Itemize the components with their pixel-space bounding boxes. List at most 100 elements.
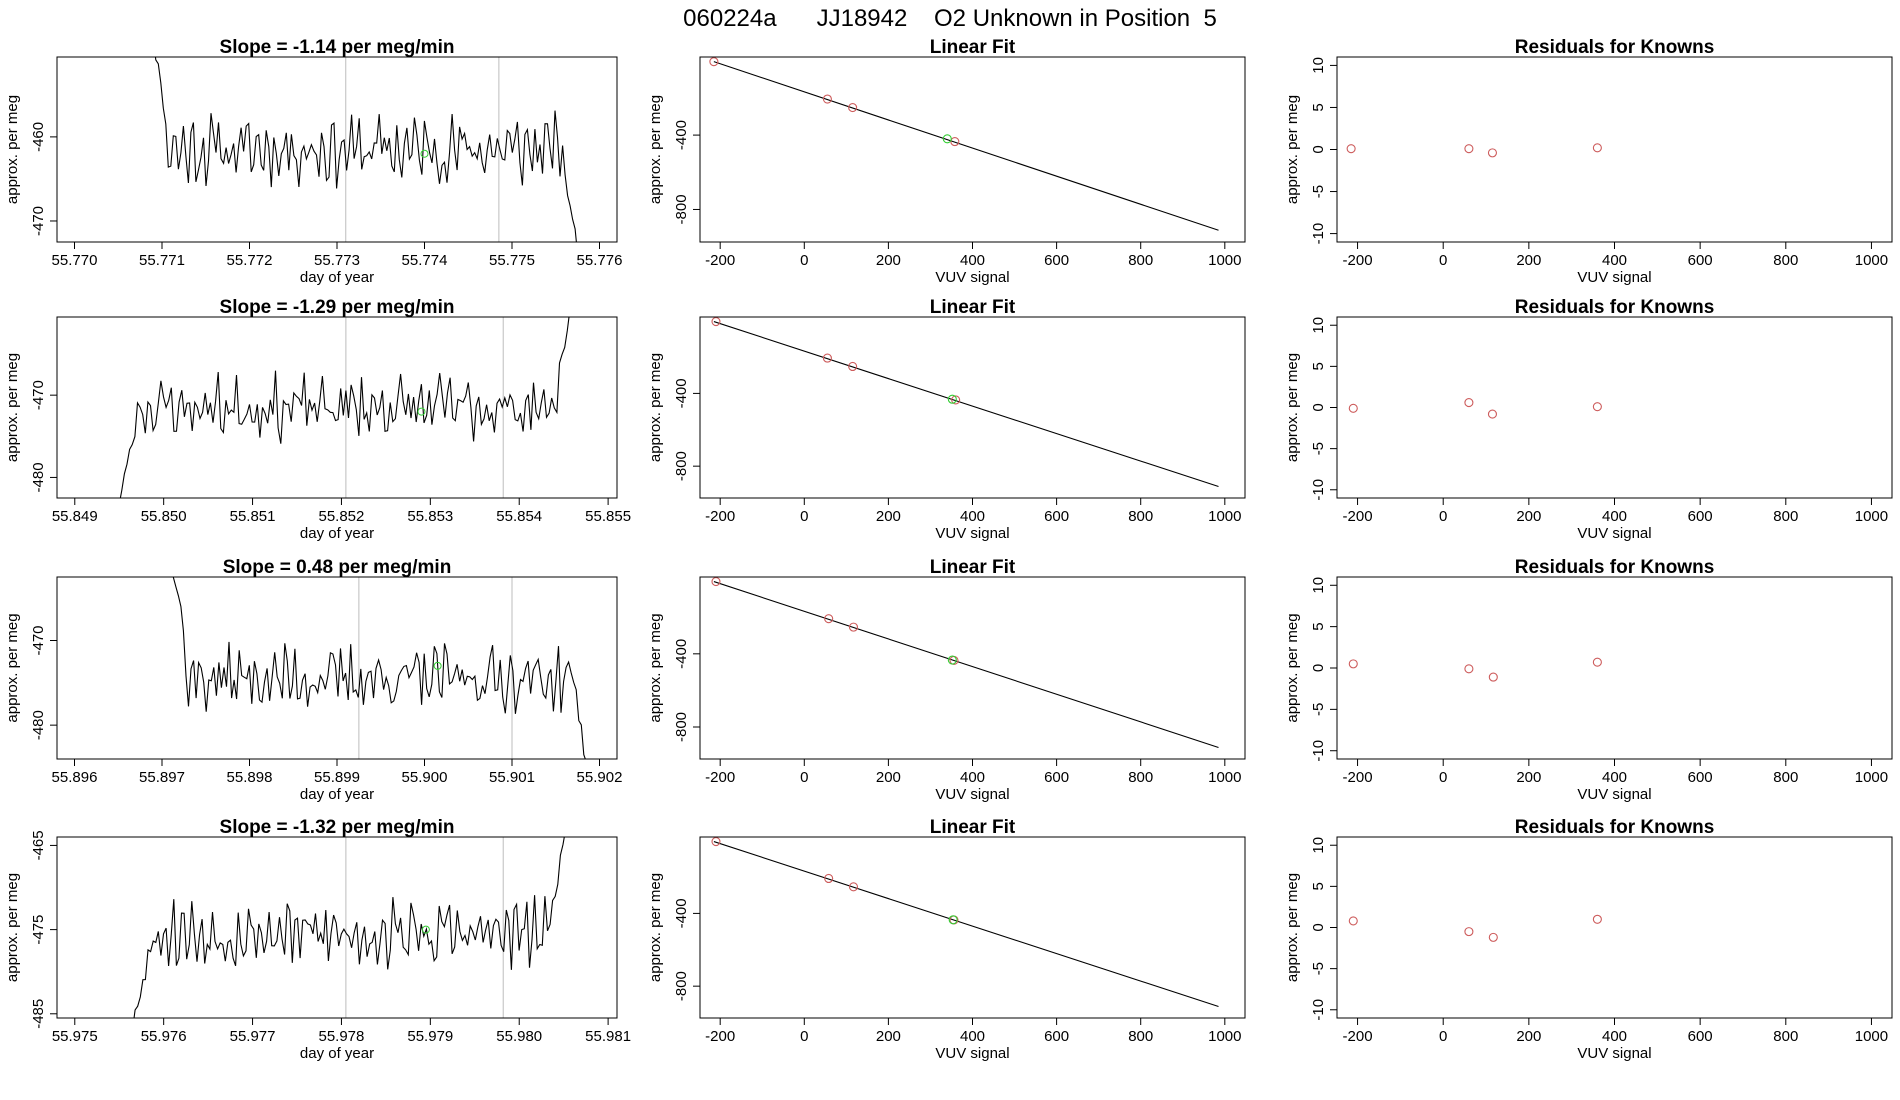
fit-line: [713, 841, 1219, 1008]
plot-frame: [699, 316, 1246, 499]
panel-title: Residuals for Knowns: [1515, 817, 1715, 838]
residual-point: [1592, 914, 1602, 924]
residuals-row-1: Residuals for Knowns VUV signal approx. pe…: [1284, 37, 1893, 286]
residual-point: [1487, 409, 1498, 419]
x-tick-label: 55.773: [314, 252, 360, 269]
x-tick-label: -200: [1343, 508, 1373, 525]
x-tick-label: 55.980: [496, 1028, 542, 1045]
residual-point: [1464, 144, 1474, 154]
panel-title: Linear Fit: [930, 37, 1016, 58]
y-tick-label: -470: [30, 625, 47, 655]
y-tick-label: -480: [30, 462, 47, 492]
y-tick-label: 10: [1310, 57, 1327, 74]
y-axis-label: approx. per meg: [1284, 95, 1301, 204]
x-tick-label: 1000: [1855, 1028, 1888, 1045]
x-axis-label: VUV signal: [1577, 525, 1651, 542]
known-point: [711, 317, 721, 327]
x-tick-label: 55.853: [407, 508, 453, 525]
y-axis-label: approx. per meg: [1284, 353, 1301, 462]
x-tick-label: 600: [1688, 252, 1713, 269]
residuals-row-2: Residuals for Knowns VUV signal approx. pe…: [1284, 297, 1893, 542]
y-axis-label: approx. per meg: [647, 95, 664, 204]
panel-title: Residuals for Knowns: [1515, 37, 1715, 58]
series-line: [154, 57, 577, 242]
known-point: [848, 361, 858, 372]
y-axis-label: approx. per meg: [1284, 613, 1301, 722]
x-tick-label: 200: [1516, 1028, 1541, 1045]
plot-area: [133, 837, 565, 1018]
y-tick-label: 5: [1310, 103, 1327, 111]
y-tick-label: -800: [673, 971, 690, 1001]
x-tick-label: 55.978: [318, 1028, 364, 1045]
x-tick-label: -200: [705, 1028, 735, 1045]
residual-point: [1346, 144, 1356, 154]
residual-point: [1487, 148, 1498, 158]
plot-frame: [699, 576, 1246, 760]
unknown-point: [947, 394, 957, 404]
x-tick-label: 400: [1602, 252, 1627, 269]
y-tick-label: 10: [1310, 317, 1327, 334]
x-tick-label: 1000: [1208, 769, 1241, 786]
x-tick-label: 0: [1439, 252, 1447, 269]
unknown-point: [417, 407, 426, 416]
y-tick-label: -460: [30, 122, 47, 152]
panel-title: Linear Fit: [930, 557, 1016, 578]
x-axis-label: VUV signal: [935, 786, 1009, 803]
panel-title: Linear Fit: [930, 297, 1016, 318]
x-axis-label: VUV signal: [1577, 269, 1651, 286]
figure-title: 060224a JJ18942 O2 Unknown in Position 5: [683, 5, 1217, 32]
x-tick-label: 55.774: [402, 252, 448, 269]
y-tick-label: -10: [1310, 999, 1327, 1021]
x-tick-label: 800: [1128, 252, 1153, 269]
panel-title: Slope = -1.32 per meg/min: [220, 817, 455, 838]
residual-point: [1464, 927, 1474, 937]
plot-frame: [1336, 576, 1893, 760]
x-tick-label: 800: [1773, 1028, 1798, 1045]
unknown-point: [433, 661, 442, 670]
x-tick-label: 55.855: [585, 508, 631, 525]
x-tick-label: 400: [1602, 508, 1627, 525]
x-tick-label: 800: [1128, 769, 1153, 786]
x-tick-label: 800: [1128, 1028, 1153, 1045]
y-tick-label: -5: [1310, 962, 1327, 975]
unknown-point: [947, 655, 957, 665]
x-axis-label: day of year: [300, 1045, 374, 1062]
x-tick-label: -200: [1343, 769, 1373, 786]
panels: Slope = -1.14 per meg/min day of year appr…: [4, 37, 1893, 1062]
y-tick-label: -470: [30, 206, 47, 236]
x-axis-label: VUV signal: [935, 269, 1009, 286]
known-point: [848, 882, 859, 892]
residual-point: [1348, 659, 1358, 669]
series-line: [133, 837, 565, 1018]
residual-point: [1488, 932, 1498, 942]
x-tick-label: 1000: [1855, 252, 1888, 269]
y-tick-label: -480: [30, 710, 47, 740]
x-tick-label: 400: [960, 252, 985, 269]
y-tick-label: -5: [1310, 442, 1327, 455]
plot-area: [1348, 398, 1602, 419]
residual-point: [1592, 657, 1602, 667]
plot-area: [711, 317, 1219, 488]
unknown-point: [421, 925, 430, 934]
x-tick-label: 0: [1439, 1028, 1447, 1045]
known-point: [824, 614, 834, 624]
plot-frame: [1336, 316, 1893, 499]
residual-point: [1464, 664, 1474, 674]
y-tick-label: -400: [673, 639, 690, 669]
residual-point: [1348, 916, 1358, 926]
residual-point: [1592, 143, 1602, 153]
x-tick-label: 55.776: [577, 252, 623, 269]
unknown-point: [948, 915, 958, 925]
plot-frame: [699, 836, 1246, 1019]
linear-fit-row-4: Linear Fit VUV signal approx. per meg -200 0…: [647, 817, 1246, 1062]
panel-title: Linear Fit: [930, 817, 1016, 838]
plot-frame: [56, 836, 618, 1019]
x-tick-label: 55.897: [139, 769, 185, 786]
residual-point: [1592, 402, 1602, 412]
y-tick-label: -10: [1310, 223, 1327, 245]
residual-point: [1488, 672, 1498, 682]
x-axis-label: VUV signal: [935, 525, 1009, 542]
known-point: [822, 353, 832, 363]
x-tick-label: 600: [1044, 508, 1069, 525]
y-tick-label: -800: [673, 194, 690, 224]
